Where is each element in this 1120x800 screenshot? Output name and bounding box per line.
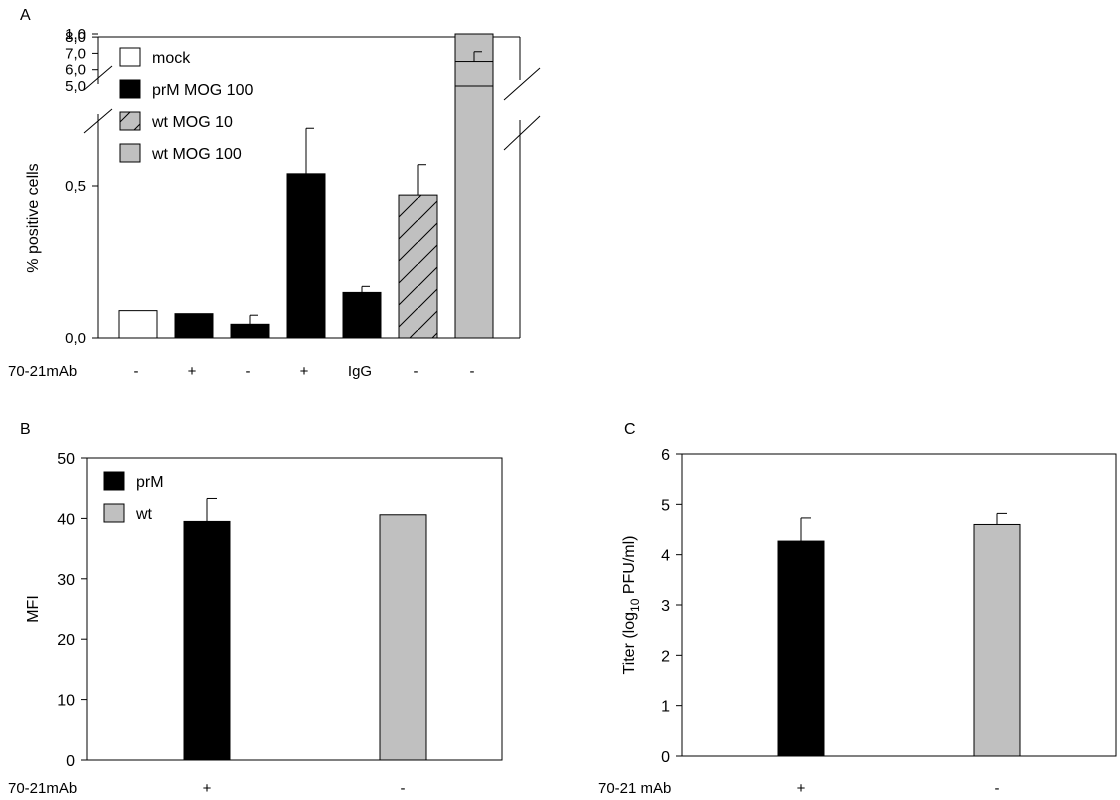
- axis-break-mark: [503, 115, 541, 151]
- axis-break-mark: [503, 67, 541, 101]
- panel-b-frame: [86, 457, 503, 761]
- panel-c-y-label-sub: 10: [628, 598, 642, 612]
- y-tick-label: 1: [661, 699, 670, 716]
- bar: [286, 173, 326, 339]
- panel-b-ticks: 0 10 20 30 40 50: [57, 451, 87, 770]
- bar: [777, 540, 825, 757]
- legend-swatch: [119, 47, 141, 67]
- panel-b-letter: B: [20, 421, 31, 438]
- bar: [118, 310, 158, 339]
- y-tick-label: 3: [661, 598, 670, 615]
- panel-a-chart: - + - + IgG - - 0,0 0,5 1,0 5,06,07,08,0 % positi…: [8, 26, 541, 380]
- bar: [379, 514, 427, 761]
- panel-c-frame: [681, 453, 1117, 757]
- legend-swatch: [103, 503, 125, 523]
- y-tick-label: 0: [661, 749, 670, 766]
- x-tick-label: +: [797, 780, 806, 797]
- panel-a-break-marks: [83, 65, 541, 151]
- x-tick-label: -: [246, 363, 251, 380]
- panel-a-legend: mock prM MOG 100 wt MOG 10 wt MOG 100: [119, 47, 253, 163]
- legend-label: mock: [152, 50, 191, 67]
- legend-label: wt MOG 10: [151, 114, 233, 131]
- panel-b-x-row-label: 70-21mAb: [8, 780, 77, 797]
- bar: [174, 313, 214, 339]
- legend-swatch: [119, 111, 141, 131]
- y-tick-label: 10: [57, 693, 75, 710]
- y-tick-label: 7,0: [65, 45, 86, 62]
- legend-swatch: [119, 79, 141, 99]
- y-tick-label: 30: [57, 572, 75, 589]
- legend-swatch: [103, 471, 125, 491]
- panel-c-bars: + -: [777, 512, 1021, 797]
- y-tick-label: 20: [57, 632, 75, 649]
- axis-break-mark: [83, 108, 113, 134]
- y-tick-label: 5: [661, 497, 670, 514]
- y-tick-label: 1,0: [65, 26, 86, 43]
- panel-a-bars: - + - + IgG - -: [118, 33, 494, 380]
- panel-c-y-label-suffix: PFU/ml): [621, 536, 638, 599]
- x-tick-label: -: [995, 780, 1000, 797]
- panel-b-y-label: MFI: [25, 595, 42, 623]
- x-tick-label: -: [470, 363, 475, 380]
- axis-break-mark: [83, 65, 113, 91]
- y-tick-label: 2: [661, 648, 670, 665]
- panel-a-ticks: 0,0 0,5 1,0 5,06,07,08,0: [65, 26, 98, 347]
- y-tick-label: 8,0: [65, 29, 86, 46]
- panel-a-y-label: % positive cells: [25, 163, 42, 272]
- bar: [398, 194, 438, 339]
- legend-label: prM MOG 100: [152, 82, 253, 99]
- x-tick-label: -: [401, 780, 406, 797]
- y-tick-label: 0: [66, 753, 75, 770]
- panel-c-y-label-prefix: Titer (log: [621, 612, 638, 675]
- panel-a-letter: A: [20, 7, 31, 24]
- panel-c-ticks: 0 1 2 3 4 5 6: [661, 447, 682, 766]
- panel-b-bars: + -: [183, 497, 427, 797]
- y-tick-label: 40: [57, 511, 75, 528]
- x-tick-label: IgG: [348, 363, 372, 380]
- y-tick-label: 6: [661, 447, 670, 464]
- panel-c-letter: C: [624, 421, 636, 438]
- bar: [454, 61, 494, 87]
- y-tick-label: 6,0: [65, 62, 86, 79]
- panel-c-x-row-label: 70-21 mAb: [598, 780, 671, 797]
- x-tick-label: +: [300, 363, 309, 380]
- bar: [973, 523, 1021, 757]
- legend-swatch: [119, 143, 141, 163]
- y-tick-label: 0,5: [65, 178, 86, 195]
- panel-a-x-row-label: 70-21mAb: [8, 363, 77, 380]
- axis-break-gap: [90, 84, 104, 114]
- legend-label: wt: [135, 506, 153, 523]
- y-tick-label: 0,0: [65, 330, 86, 347]
- panel-b-legend: prM wt: [103, 471, 164, 523]
- y-tick-label: 4: [661, 548, 670, 565]
- bar: [342, 291, 382, 339]
- x-tick-label: +: [188, 363, 197, 380]
- y-tick-label: 5,0: [65, 78, 86, 95]
- y-tick-label: 50: [57, 451, 75, 468]
- x-tick-label: -: [414, 363, 419, 380]
- x-tick-label: -: [134, 363, 139, 380]
- legend-label: prM: [136, 474, 164, 491]
- legend-label: wt MOG 100: [151, 146, 242, 163]
- bar: [230, 323, 270, 339]
- x-tick-label: +: [203, 780, 212, 797]
- bar: [183, 520, 231, 761]
- panel-c-y-label: Titer (log10 PFU/ml): [621, 536, 642, 675]
